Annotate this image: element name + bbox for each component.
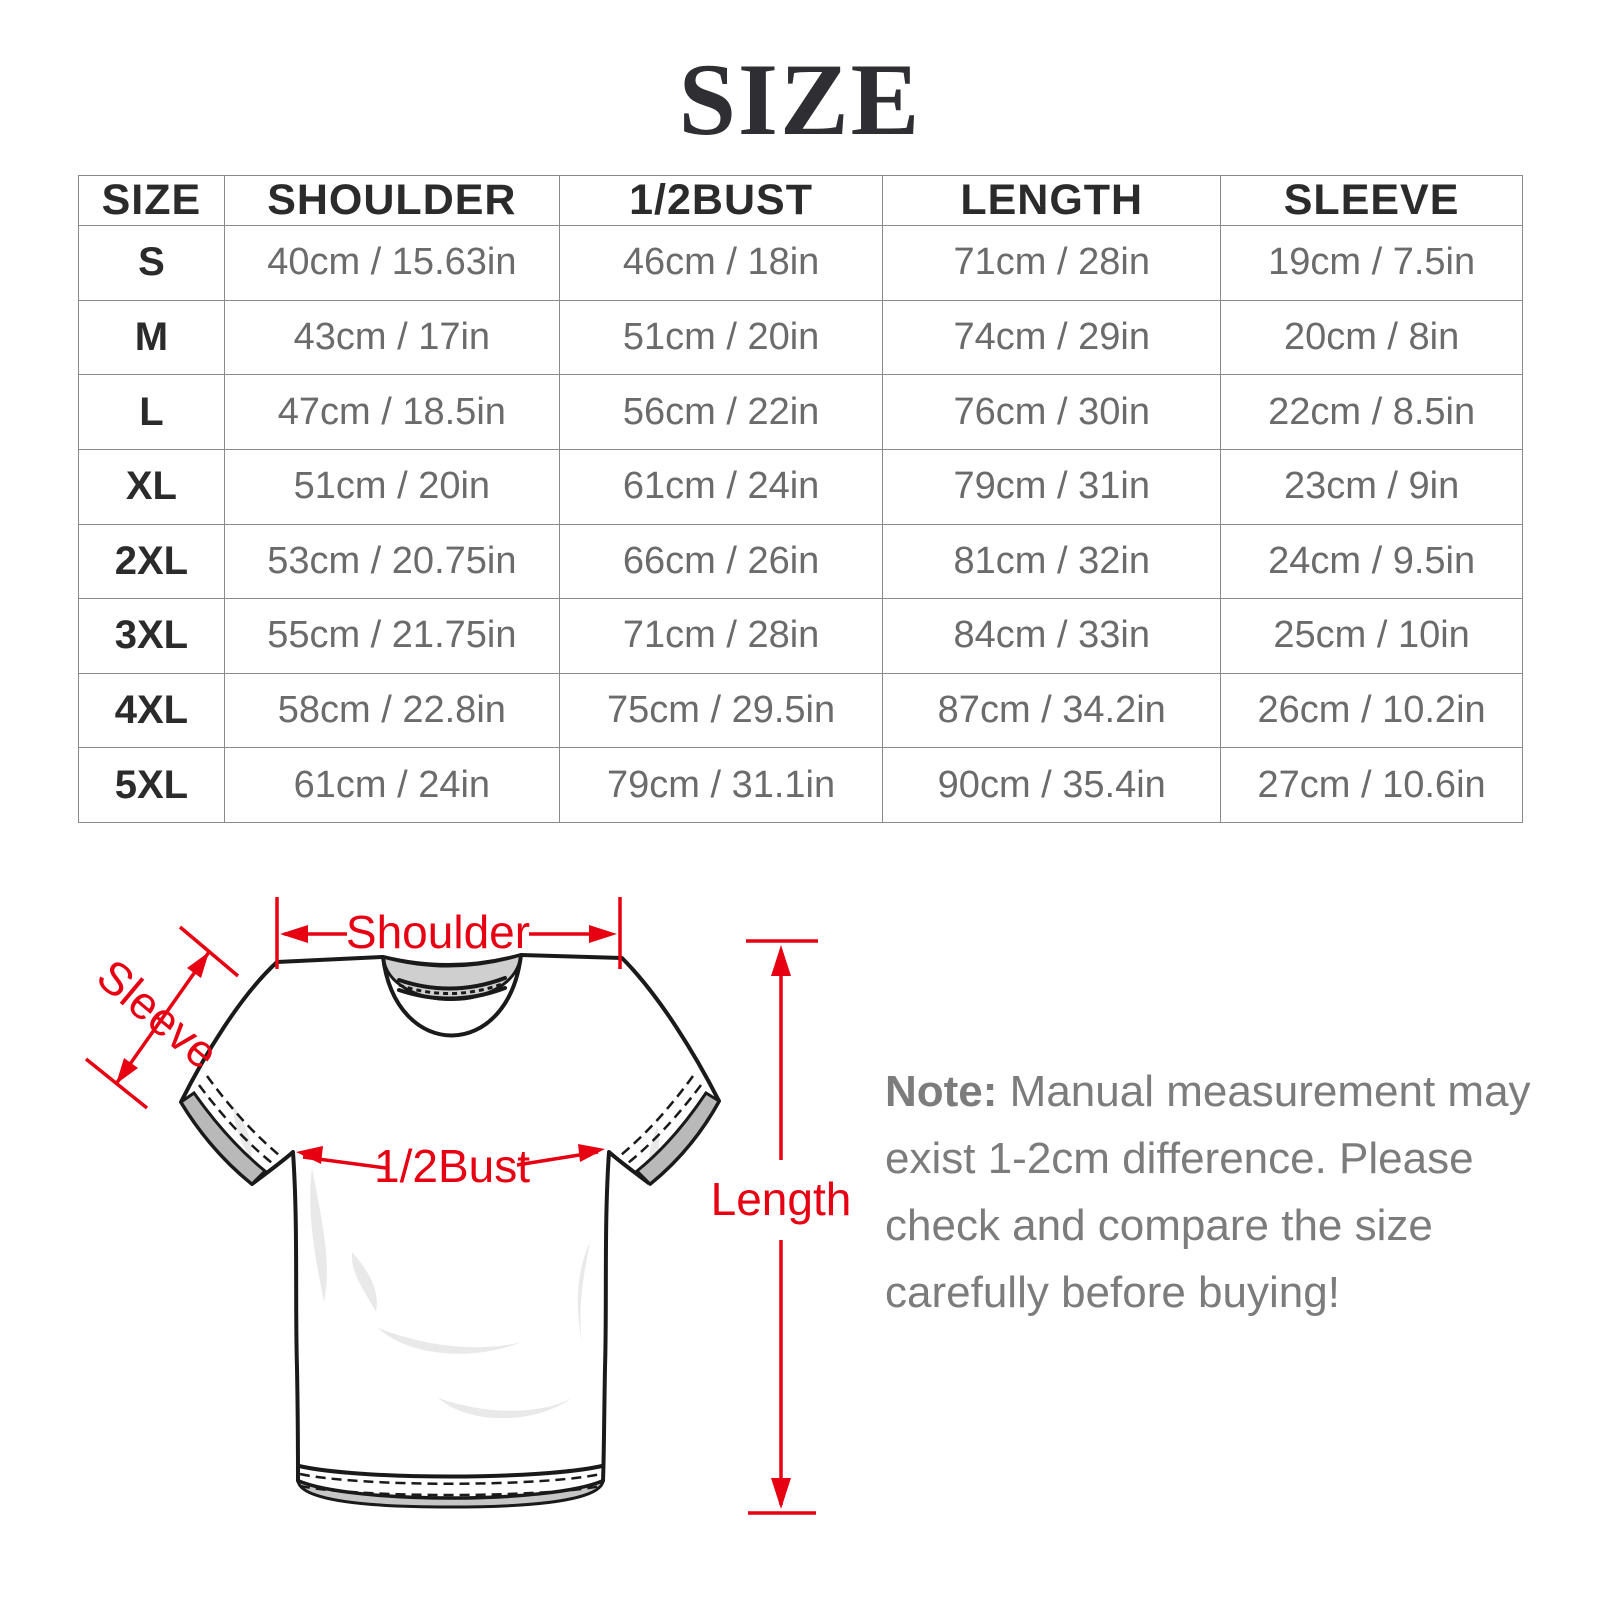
cell-sleeve: 27cm / 10.6in [1220, 747, 1523, 823]
cell-sleeve: 19cm / 7.5in [1220, 225, 1523, 301]
sleeve-top-cap [178, 925, 240, 978]
cell-shoulder: 61cm / 24in [223, 747, 560, 823]
cell-bust: 61cm / 24in [558, 448, 884, 525]
cell-bust: 51cm / 20in [558, 299, 884, 376]
cell-sleeve: 25cm / 10in [1220, 598, 1523, 674]
cell-size: L [78, 374, 225, 450]
cell-length: 71cm / 28in [882, 225, 1222, 301]
table-row: XL 51cm / 20in 61cm / 24in 79cm / 31in 2… [78, 448, 1523, 525]
cell-shoulder: 51cm / 20in [223, 448, 560, 525]
col-header-sleeve: SLEEVE [1220, 175, 1523, 226]
cell-length: 74cm / 29in [882, 299, 1222, 376]
cell-bust: 56cm / 22in [558, 374, 884, 450]
col-header-shoulder: SHOULDER [223, 175, 560, 226]
note-line: check and compare the size [885, 1201, 1433, 1250]
table-row: M 43cm / 17in 51cm / 20in 74cm / 29in 20… [78, 299, 1523, 376]
left-cuff-stitching [205, 1075, 280, 1156]
bust-label: 1/2Bust [374, 1140, 530, 1192]
table-row: S 40cm / 15.63in 46cm / 18in 71cm / 28in… [78, 225, 1523, 301]
hem-roll [296, 1478, 605, 1509]
col-header-bust: 1/2BUST [558, 175, 884, 226]
note-line: carefully before buying! [885, 1268, 1340, 1317]
cell-sleeve: 24cm / 9.5in [1220, 523, 1523, 600]
cell-size: 5XL [78, 747, 225, 823]
tshirt-measurement-diagram: Shoulder Sleeve 1/2Bust Length [84, 897, 852, 1515]
shoulder-annotation: Shoulder [275, 897, 622, 969]
right-cuff-stitching [620, 1075, 695, 1156]
sleeve-label: Sleeve [87, 949, 228, 1079]
cell-shoulder: 43cm / 17in [223, 299, 560, 376]
cell-size: 3XL [78, 598, 225, 674]
cell-length: 90cm / 35.4in [882, 747, 1222, 823]
col-header-length: LENGTH [882, 175, 1222, 226]
collar-band-edge [381, 953, 523, 1038]
cell-bust: 71cm / 28in [558, 598, 884, 674]
right-cuff [634, 1090, 722, 1187]
bust-annotation: 1/2Bust [296, 1140, 605, 1192]
cell-sleeve: 23cm / 9in [1220, 448, 1523, 525]
cell-length: 81cm / 32in [882, 523, 1222, 600]
collar-stitch-band [397, 976, 507, 1001]
cell-sleeve: 26cm / 10.2in [1220, 672, 1523, 749]
page-title: SIZE [678, 43, 922, 157]
arrowhead-up [187, 952, 209, 978]
cell-bust: 46cm / 18in [558, 225, 884, 301]
cell-shoulder: 40cm / 15.63in [223, 225, 560, 301]
cell-length: 79cm / 31in [882, 448, 1222, 525]
hem-stitching [299, 1484, 602, 1497]
cell-size: 4XL [78, 672, 225, 749]
hem-stitching [299, 1472, 602, 1485]
cell-bust: 66cm / 26in [558, 523, 884, 600]
note-line: exist 1-2cm difference. Please [885, 1134, 1474, 1183]
cell-size: S [78, 225, 225, 301]
cell-sleeve: 20cm / 8in [1220, 299, 1523, 376]
cell-shoulder: 58cm / 22.8in [223, 672, 560, 749]
arrowhead-left [280, 925, 308, 943]
note-prefix: Note: [885, 1067, 998, 1116]
arrowhead-left [296, 1146, 323, 1164]
cell-bust: 75cm / 29.5in [558, 672, 884, 749]
size-table: SIZE SHOULDER 1/2BUST LENGTH SLEEVE S 40… [78, 175, 1523, 823]
table-row: L 47cm / 18.5in 56cm / 22in 76cm / 30in … [78, 374, 1523, 450]
cell-size: M [78, 299, 225, 376]
length-annotation: Length [711, 939, 852, 1515]
col-header-size: SIZE [78, 175, 225, 226]
cell-size: 2XL [78, 523, 225, 600]
table-row: 4XL 58cm / 22.8in 75cm / 29.5in 87cm / 3… [78, 672, 1523, 749]
cell-shoulder: 55cm / 21.75in [223, 598, 560, 674]
cell-size: XL [78, 448, 225, 525]
arrowhead-up [771, 945, 791, 976]
arrowhead-down [116, 1058, 138, 1084]
note-line: Note: Manual measurement may [885, 1067, 1531, 1116]
left-cuff [178, 1090, 268, 1187]
table-row: 5XL 61cm / 24in 79cm / 31.1in 90cm / 35.… [78, 747, 1523, 823]
arrowhead-right [589, 925, 617, 943]
measurement-note: Note: Manual measurement may exist 1-2cm… [885, 1058, 1545, 1326]
right-cuff-stitching [627, 1084, 702, 1164]
table-row: 2XL 53cm / 20.75in 66cm / 26in 81cm / 32… [78, 523, 1523, 600]
cell-length: 76cm / 30in [882, 374, 1222, 450]
table-row: 3XL 55cm / 21.75in 71cm / 28in 84cm / 33… [78, 598, 1523, 674]
cell-length: 87cm / 34.2in [882, 672, 1222, 749]
table-header-row: SIZE SHOULDER 1/2BUST LENGTH SLEEVE [78, 175, 1523, 226]
shoulder-label: Shoulder [346, 906, 530, 958]
arrowhead-down [771, 1478, 791, 1509]
left-cuff-stitching [198, 1084, 273, 1164]
arrowhead-right [578, 1144, 605, 1162]
cell-bust: 79cm / 31.1in [558, 747, 884, 823]
cell-length: 84cm / 33in [882, 598, 1222, 674]
cell-sleeve: 22cm / 8.5in [1220, 374, 1523, 450]
length-label: Length [711, 1173, 852, 1225]
cell-shoulder: 53cm / 20.75in [223, 523, 560, 600]
cell-shoulder: 47cm / 18.5in [223, 374, 560, 450]
hem-top-line [297, 1464, 604, 1479]
